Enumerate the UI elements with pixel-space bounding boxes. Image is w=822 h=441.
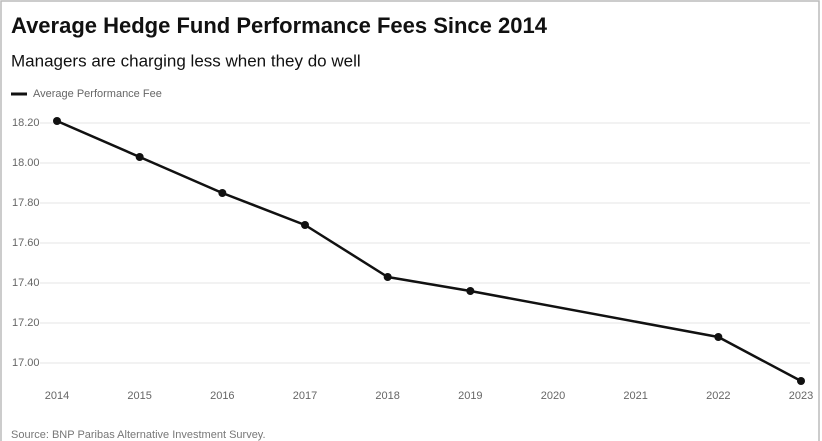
x-tick-label: 2020 [541, 390, 565, 402]
x-tick-label: 2015 [127, 390, 151, 402]
data-point [301, 221, 309, 229]
y-tick-label: 17.80 [12, 197, 40, 209]
x-tick-label: 2014 [45, 390, 69, 402]
y-tick-label: 18.00 [12, 157, 40, 169]
y-tick-label: 17.60 [12, 237, 40, 249]
data-point [135, 153, 144, 161]
y-tick-label: 18.20 [12, 117, 40, 129]
chart-subtitle: Managers are charging less when they do … [11, 51, 361, 70]
x-tick-label: 2016 [210, 390, 234, 402]
y-tick-label: 17.20 [12, 317, 40, 329]
x-tick-label: 2022 [706, 390, 730, 402]
x-tick-label: 2023 [789, 390, 813, 402]
x-tick-label: 2021 [623, 390, 647, 402]
series-line [56, 119, 802, 383]
y-tick-label: 17.00 [12, 357, 40, 369]
legend-label: Average Performance Fee [33, 88, 162, 100]
y-tick-label: 17.40 [12, 277, 40, 289]
x-tick-label: 2019 [458, 390, 482, 402]
data-point [383, 273, 392, 281]
data-point [53, 117, 61, 125]
data-point [797, 377, 805, 385]
data-point [466, 287, 475, 295]
source: Source: BNP Paribas Alternative Investme… [11, 429, 266, 441]
x-tick-label: 2017 [293, 390, 317, 402]
data-point [218, 189, 227, 197]
data-point [714, 333, 723, 341]
chart-title: Average Hedge Fund Performance Fees Sinc… [11, 13, 548, 38]
x-tick-label: 2018 [375, 390, 399, 402]
